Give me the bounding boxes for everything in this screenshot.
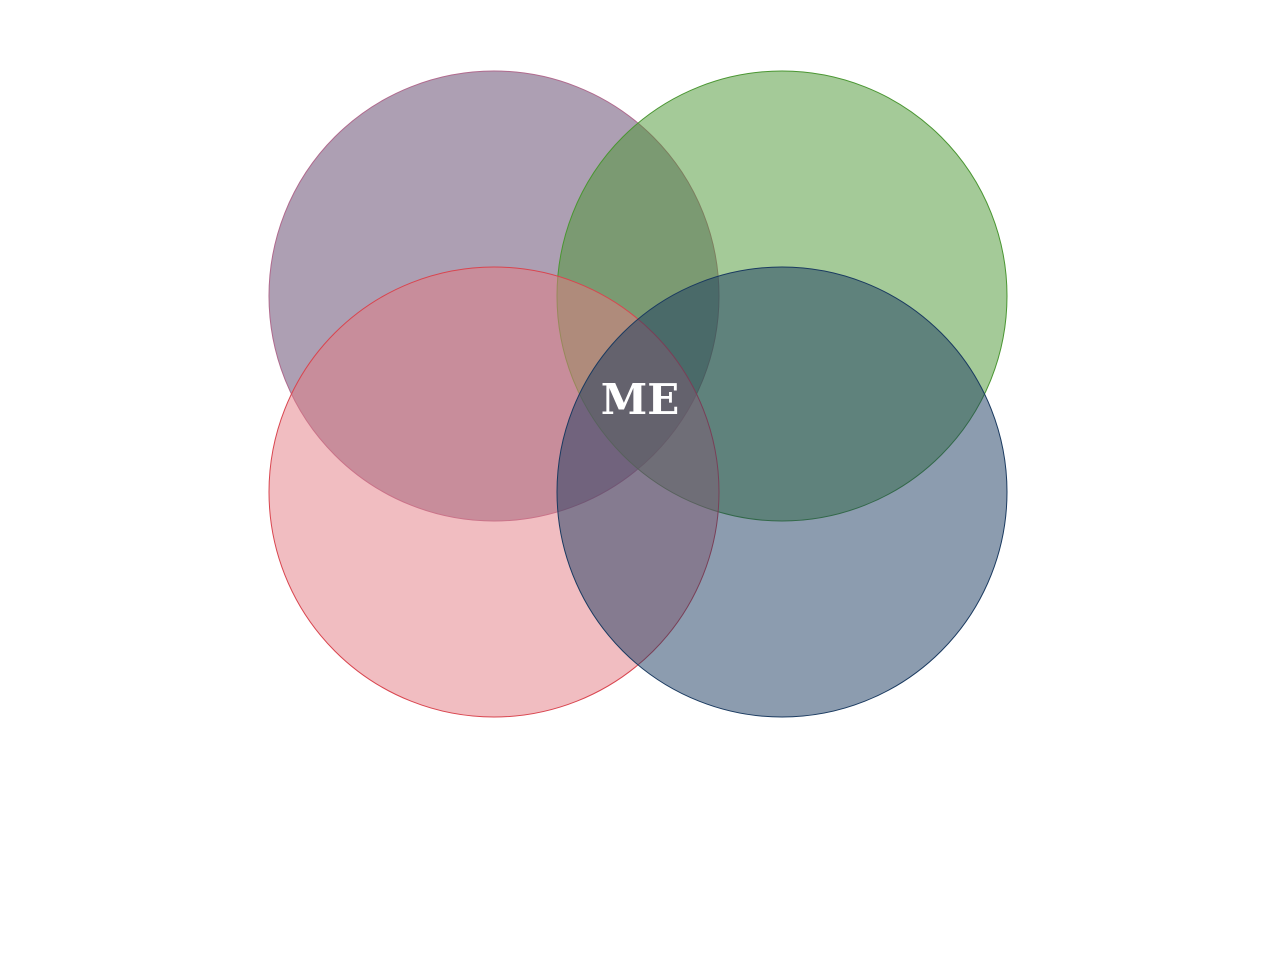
center-label: ME [601, 375, 680, 424]
venn-circle-bottom-right [556, 266, 1008, 718]
